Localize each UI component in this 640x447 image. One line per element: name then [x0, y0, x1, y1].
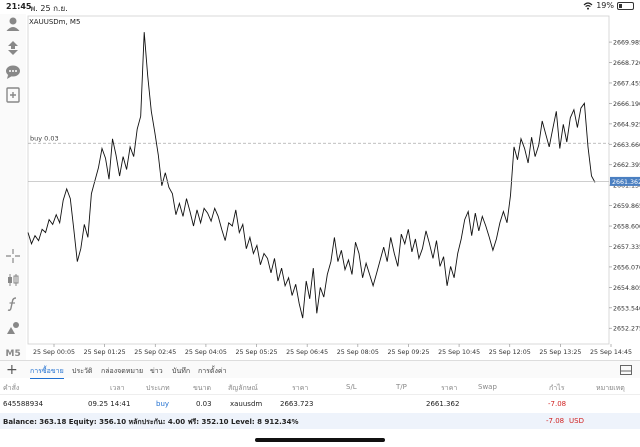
price-chart[interactable]: XAUUSDm, M5 buy 0.03 2669.9852668.720266…	[26, 14, 640, 360]
plus-icon[interactable]: +	[6, 362, 18, 378]
cell-volume: 0.03	[196, 400, 212, 408]
add-chart-icon[interactable]	[5, 87, 21, 103]
price-tick-label: 2653.540	[613, 305, 640, 312]
balance-summary: Balance: 363.18 Equity: 356.10 หลักประกั…	[3, 418, 299, 426]
chat-icon[interactable]	[5, 64, 21, 80]
price-tick-label: 2652.275	[613, 326, 640, 333]
balance-bar: Balance: 363.18 Equity: 356.10 หลักประกั…	[0, 413, 640, 429]
plot-frame	[27, 15, 610, 345]
wifi-icon	[583, 1, 593, 10]
tab-settings[interactable]: การตั้งค่า	[198, 367, 227, 375]
time-tick-label: 25 Sep 13:25	[539, 349, 581, 356]
tab-history[interactable]: ประวัติ	[72, 367, 93, 375]
chart-grid	[27, 15, 610, 345]
chart-type-icon[interactable]	[5, 272, 21, 288]
price-tick-label: 2662.395	[613, 162, 640, 169]
price-tick-label: 2669.985	[613, 40, 640, 47]
price-tick-label: 2663.660	[613, 142, 640, 149]
header-order: คำสั่ง	[3, 384, 20, 392]
symbol-label: XAUUSDm, M5	[29, 18, 80, 26]
home-indicator	[255, 438, 385, 442]
time-tick-label: 25 Sep 06:45	[286, 349, 328, 356]
time-tick-label: 25 Sep 01:25	[84, 349, 126, 356]
buy-line-label: buy 0.03	[30, 134, 59, 142]
header-comment: หมายเหตุ	[596, 384, 625, 392]
header-sl: S/L	[346, 383, 357, 391]
current-price-label: 2661.362	[612, 179, 640, 186]
price-tick-label: 2654.805	[613, 285, 640, 292]
header-volume: ขนาด	[193, 384, 212, 392]
buy-line: buy 0.03	[28, 134, 609, 144]
price-line	[27, 32, 596, 319]
price-tick-label: 2659.865	[613, 203, 640, 210]
header-type: ประเภท	[146, 384, 170, 392]
positions-table-header: คำสั่ง เวลา ประเภท ขนาด สัญลักษณ์ ราคา S…	[0, 379, 640, 395]
price-tick-label: 2661.130	[613, 183, 640, 190]
cell-type: buy	[156, 400, 170, 408]
cell-time: 09.25 14:41	[88, 400, 131, 408]
tab-trade[interactable]: การซื้อขาย	[30, 366, 64, 379]
cell-open-price: 2663.723	[280, 400, 314, 408]
panel-icon[interactable]	[620, 365, 632, 375]
time-tick-label: 25 Sep 14:45	[590, 349, 632, 356]
time-axis: 25 Sep 00:05 25 Sep 01:25 25 Sep 02:45 25 S…	[33, 344, 632, 356]
timeframe-icon[interactable]: M5	[5, 344, 21, 360]
status-date: พ. 25 ก.ย.	[30, 4, 68, 13]
time-tick-label: 25 Sep 02:45	[134, 349, 176, 356]
price-tick-label: 2656.070	[613, 264, 640, 271]
crosshair-icon[interactable]	[5, 248, 21, 264]
price-tick-label: 2668.720	[613, 60, 640, 67]
price-tick-label: 2667.455	[613, 80, 640, 87]
status-bar: 21:45 พ. 25 ก.ย. 19%	[0, 0, 640, 14]
trade-icon[interactable]	[5, 40, 21, 56]
price-tick-label: 2666.190	[613, 101, 640, 108]
header-profit: กำไร	[549, 384, 565, 392]
price-tick-label: 2664.925	[613, 121, 640, 128]
cell-order: 645588934	[3, 400, 44, 408]
time-tick-label: 25 Sep 05:25	[236, 349, 278, 356]
table-row[interactable]: 645588934 09.25 14:41 buy 0.03 xauusdm 2…	[0, 396, 640, 412]
header-price: ราคา	[441, 384, 458, 392]
header-swap: Swap	[478, 383, 497, 391]
total-profit-currency: USD	[569, 417, 584, 425]
user-icon[interactable]	[5, 16, 21, 32]
time-tick-label: 25 Sep 00:05	[33, 349, 75, 356]
battery-icon	[617, 1, 634, 10]
tab-news[interactable]: ข่าว	[150, 367, 163, 375]
bottom-toolbar: + การซื้อขาย ประวัติ กล่องจดหมาย ข่าว บั…	[0, 360, 640, 379]
cell-current-price: 2661.362	[426, 400, 460, 408]
header-open-price: ราคา	[292, 384, 309, 392]
status-right: 19%	[583, 1, 634, 10]
time-tick-label: 25 Sep 12:05	[489, 349, 531, 356]
total-profit: -7.08	[546, 417, 565, 425]
time-tick-label: 25 Sep 10:45	[438, 349, 480, 356]
current-price-box	[610, 176, 640, 186]
time-tick-label: 25 Sep 08:05	[337, 349, 379, 356]
time-tick-label: 25 Sep 09:25	[387, 349, 429, 356]
indicator-icon[interactable]	[5, 296, 21, 312]
svg-text:M5: M5	[6, 349, 21, 359]
left-toolbar: M5	[0, 14, 26, 360]
objects-icon[interactable]	[5, 320, 21, 336]
cell-symbol: xauusdm	[230, 400, 263, 408]
price-tick-label: 2657.335	[613, 244, 640, 251]
battery-percent: 19%	[596, 1, 614, 10]
header-symbol: สัญลักษณ์	[228, 384, 258, 392]
time-tick-label: 25 Sep 04:05	[185, 349, 227, 356]
price-axis: 2669.985 2668.720 2667.455 2666.190 2664.925…	[609, 40, 640, 333]
current-price-marker: 2661.362	[28, 176, 640, 186]
tab-mailbox[interactable]: กล่องจดหมาย	[101, 367, 144, 375]
header-tp: T/P	[396, 383, 407, 391]
status-time: 21:45	[6, 2, 32, 11]
tab-journal[interactable]: บันทึก	[172, 367, 191, 375]
header-time: เวลา	[110, 384, 125, 392]
cell-profit: -7.08	[548, 400, 567, 408]
price-tick-label: 2658.600	[613, 224, 640, 231]
